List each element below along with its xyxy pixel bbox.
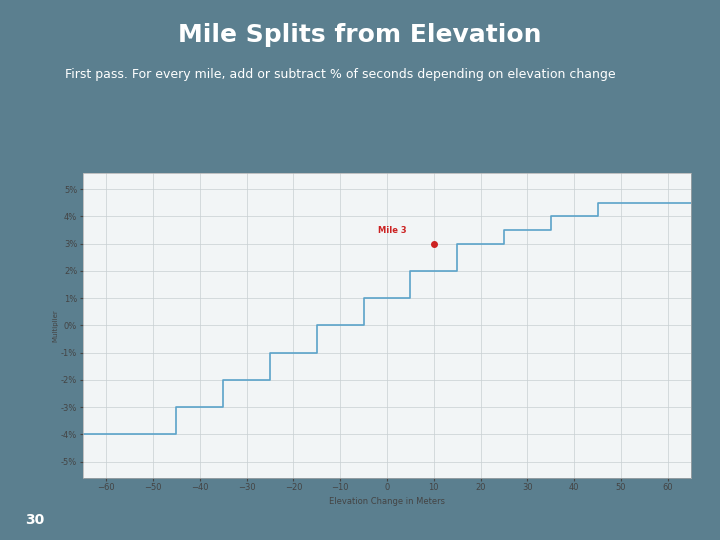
X-axis label: Elevation Change in Meters: Elevation Change in Meters — [329, 497, 445, 505]
Text: First pass. For every mile, add or subtract % of seconds depending on elevation : First pass. For every mile, add or subtr… — [65, 68, 616, 81]
Y-axis label: Multiplier: Multiplier — [52, 309, 58, 342]
Text: Mile Splits from Elevation: Mile Splits from Elevation — [179, 23, 541, 47]
Text: 30: 30 — [25, 512, 45, 526]
Text: Mile 3: Mile 3 — [377, 226, 406, 235]
